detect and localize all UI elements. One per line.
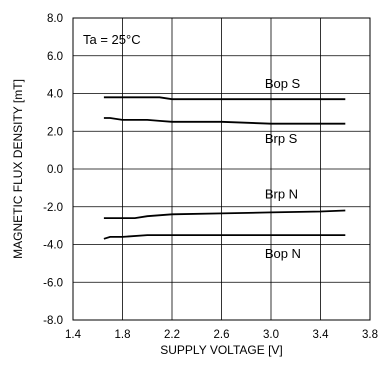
y-tick-label: 8.0 — [47, 13, 63, 25]
y-tick-label: -2.0 — [43, 202, 63, 214]
series-label-bop-s: Bop S — [265, 76, 301, 91]
x-tick-label: 2.2 — [164, 329, 180, 341]
y-tick-label: 4.0 — [47, 89, 63, 101]
plot-frame — [72, 17, 371, 321]
series-line-brp-s — [103, 117, 346, 125]
y-tick-label: -8.0 — [43, 315, 63, 327]
temperature-annotation: Ta = 25°C — [83, 32, 141, 47]
x-tick-label: 2.6 — [214, 329, 230, 341]
x-tick-labels: 1.4 1.8 2.2 2.6 3.0 3.4 3.8 — [65, 329, 378, 341]
series-label-bop-n: Bop N — [265, 246, 301, 261]
y-tick-label: -6.0 — [43, 277, 63, 289]
series-label-brp-s: Brp S — [265, 131, 298, 146]
series-labels: Bop S Brp S Brp N Bop N — [265, 76, 301, 261]
y-axis-label: MAGNETIC FLUX DENSITY [mT] — [11, 79, 25, 259]
series-line-bop-s — [103, 96, 346, 101]
series-label-brp-n: Brp N — [265, 186, 298, 201]
y-tick-labels: 8.0 6.0 4.0 2.0 0.0 -2.0 -4.0 -6.0 -8.0 — [43, 13, 63, 327]
x-axis-label: SUPPLY VOLTAGE [V] — [160, 343, 283, 357]
y-tick-label: 2.0 — [47, 126, 63, 138]
series-line-bop-n — [103, 234, 346, 240]
grid — [73, 18, 370, 320]
series-line-brp-n — [103, 209, 346, 220]
series-lines — [103, 96, 346, 240]
x-tick-label: 3.8 — [362, 329, 378, 341]
x-tick-label: 1.4 — [65, 329, 82, 341]
y-tick-label: 0.0 — [47, 164, 63, 176]
y-tick-label: 6.0 — [47, 51, 63, 63]
y-tick-label: -4.0 — [43, 240, 63, 252]
x-tick-label: 1.8 — [115, 329, 131, 341]
x-tick-label: 3.4 — [313, 329, 330, 341]
x-tick-label: 3.0 — [263, 329, 279, 341]
